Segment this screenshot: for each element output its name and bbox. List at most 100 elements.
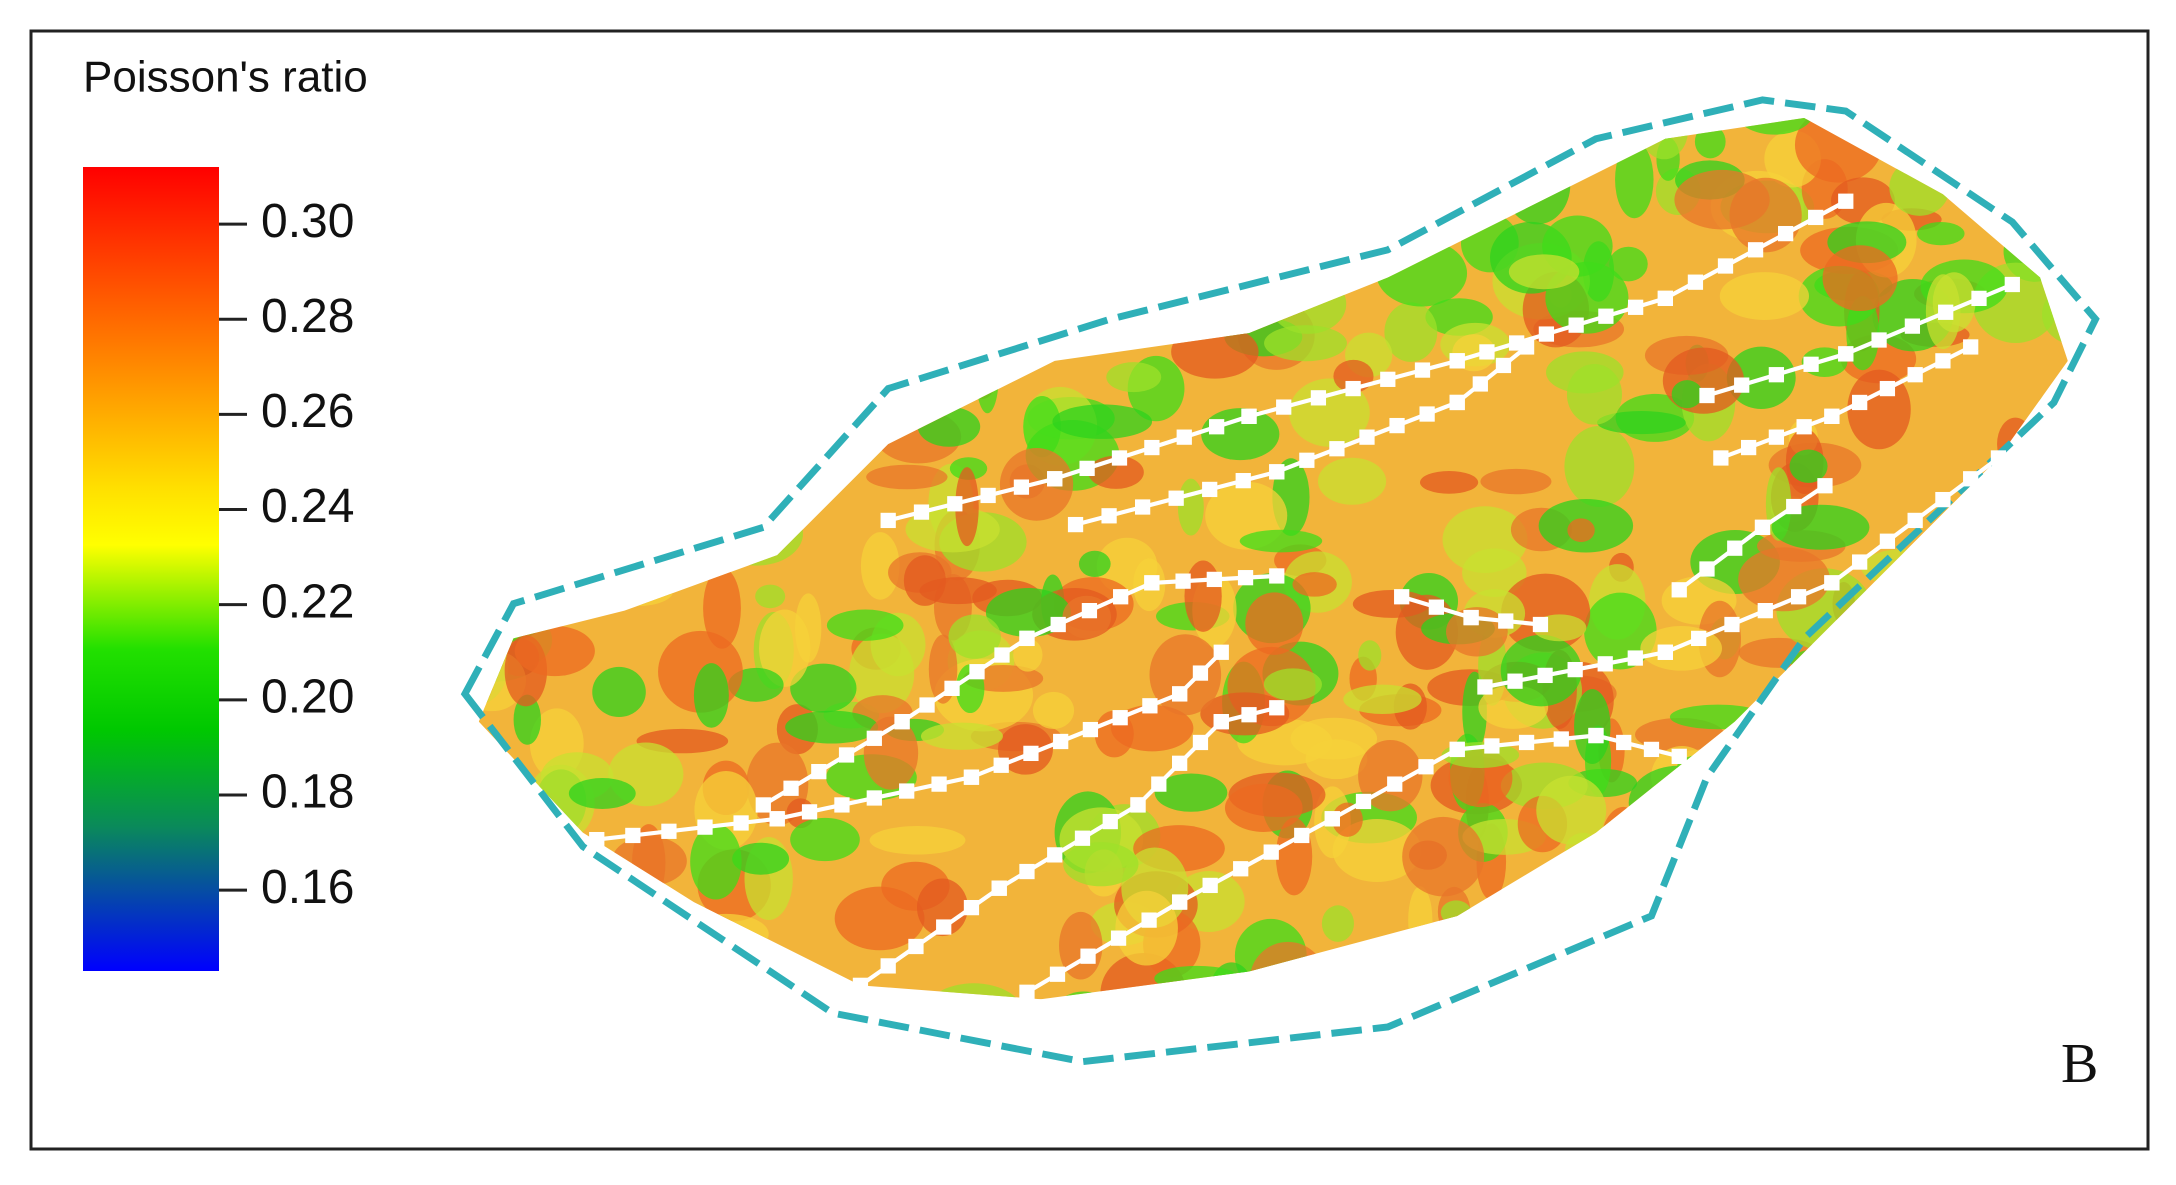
profile-point: [1597, 656, 1613, 672]
profile-point: [1740, 439, 1757, 456]
profile-point: [589, 831, 605, 848]
profile-point: [1824, 575, 1840, 591]
texture-patch: [1462, 548, 1527, 597]
texture-patch: [826, 609, 904, 641]
profile-point: [1209, 419, 1225, 435]
profile-point: [1472, 376, 1488, 392]
texture-patch: [1321, 905, 1354, 942]
profile-point: [1671, 748, 1687, 764]
profile-point: [1518, 339, 1535, 355]
profile-point: [1269, 568, 1285, 584]
profile-point: [1971, 290, 1987, 307]
profile-point: [1879, 380, 1896, 397]
profile-point: [880, 958, 896, 974]
texture-patch: [1917, 221, 1965, 246]
profile-point: [936, 919, 952, 935]
profile-point: [1852, 394, 1868, 411]
texture-patch: [948, 614, 1001, 659]
profile-point: [1699, 387, 1715, 404]
profile-point: [1112, 710, 1128, 726]
profile-point: [1990, 450, 2007, 466]
profile-point: [1050, 616, 1066, 633]
profile-point: [1067, 516, 1084, 533]
profile-point: [1790, 589, 1807, 605]
profile-point: [1019, 863, 1035, 880]
profile-point: [880, 512, 896, 529]
profile-point: [1778, 225, 1794, 242]
profile-point: [1294, 827, 1310, 844]
profile-point: [1418, 759, 1434, 775]
profile-point: [697, 819, 713, 835]
profile-point: [1717, 258, 1734, 274]
texture-patch: [1317, 457, 1387, 505]
profile-point: [1747, 242, 1764, 258]
texture-patch: [1078, 550, 1111, 578]
texture-patch: [1154, 773, 1228, 812]
profile-point: [1329, 441, 1345, 457]
profile-point: [1627, 650, 1643, 666]
profile-point: [1537, 667, 1553, 684]
texture-patch: [690, 824, 742, 900]
texture-patch: [1263, 668, 1322, 701]
profile-point: [1495, 357, 1512, 374]
profile-point: [1019, 984, 1035, 1000]
profile-point: [1768, 367, 1785, 383]
colorbar: [83, 167, 219, 971]
profile-point: [1838, 193, 1854, 209]
profile-point: [1144, 439, 1160, 456]
profile-point: [963, 899, 980, 916]
profile-point: [1142, 698, 1158, 714]
profile-point: [1852, 554, 1868, 570]
profile-point: [1627, 299, 1644, 315]
texture-patch: [1063, 842, 1139, 887]
profile-point: [783, 780, 799, 796]
profile-point: [1269, 464, 1285, 480]
profile-point: [1171, 686, 1188, 702]
profile-point: [1449, 394, 1465, 411]
texture-patch: [1245, 592, 1304, 655]
texture-patch: [1584, 592, 1657, 670]
profile-point: [1904, 318, 1921, 334]
profile-point: [1786, 498, 1802, 515]
profile-point: [1699, 561, 1715, 577]
texture-patch: [1332, 802, 1363, 837]
profile-point: [1276, 399, 1292, 415]
profile-point: [1233, 861, 1249, 877]
texture-patch: [1052, 404, 1153, 439]
profile-point: [1241, 707, 1257, 723]
profile-point: [1102, 813, 1118, 830]
profile-point: [2004, 276, 2020, 293]
colorbar-tick-label: 0.16: [261, 861, 354, 914]
texture-patch: [1609, 246, 1648, 282]
texture-patch: [568, 778, 636, 809]
profile-point: [1808, 209, 1824, 226]
texture-patch: [1177, 478, 1204, 536]
texture-patch: [1343, 684, 1422, 714]
texture-patch: [1402, 816, 1485, 897]
texture-patch: [866, 464, 948, 490]
profile-point: [1657, 290, 1673, 307]
profile-point: [1241, 408, 1257, 424]
profile-point: [1047, 471, 1063, 487]
profile-point: [919, 697, 935, 713]
profile-point: [755, 797, 771, 813]
texture-patch: [920, 722, 1003, 750]
texture-patch: [1536, 775, 1607, 845]
profile-point: [1144, 575, 1160, 591]
profile-point: [1394, 589, 1410, 605]
texture-patch: [1771, 504, 1870, 550]
profile-point: [1567, 661, 1583, 678]
profile-point: [1355, 793, 1372, 810]
profile-point: [1080, 948, 1096, 964]
profile-point: [1324, 811, 1340, 827]
texture-patch: [732, 842, 790, 875]
profile-point: [1202, 877, 1218, 894]
texture-patch: [1564, 425, 1635, 508]
texture-patch: [1566, 363, 1623, 425]
profile-point: [1477, 679, 1493, 695]
texture-patch: [1305, 739, 1368, 780]
profile-point: [1113, 589, 1129, 605]
profile-point: [1310, 390, 1327, 406]
texture-patch: [1694, 124, 1726, 159]
